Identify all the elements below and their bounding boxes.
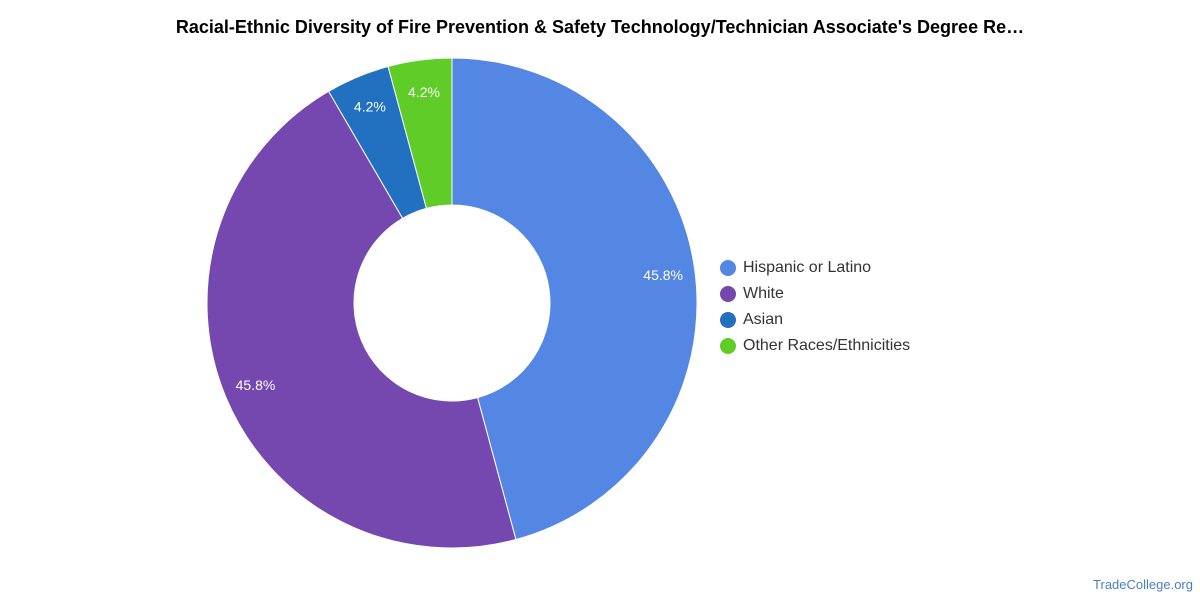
legend-swatch-icon [720, 260, 736, 276]
slice-white[interactable] [206, 90, 517, 549]
legend-label: Other Races/Ethnicities [743, 337, 911, 354]
slice-label-hispanic-or-latino: 45.8% [643, 267, 683, 283]
legend-item-white[interactable]: White [720, 281, 910, 307]
legend-item-hispanic-or-latino[interactable]: Hispanic or Latino [720, 255, 910, 281]
chart-title: Racial-Ethnic Diversity of Fire Preventi… [175, 17, 1025, 37]
slice-hispanic-or-latino[interactable] [451, 57, 698, 541]
legend-item-other-races-ethnicities[interactable]: Other Races/Ethnicities [720, 333, 910, 359]
chart-legend: Hispanic or Latino White Asian Other Races/… [720, 255, 910, 359]
watermark-link[interactable]: TradeCollege.org [1093, 577, 1193, 592]
slice-label-asian: 4.2% [354, 98, 386, 114]
slices-group [206, 57, 698, 549]
legend-label: Hispanic or Latino [743, 259, 872, 276]
legend-label: White [743, 285, 784, 302]
legend-label: Asian [743, 311, 784, 328]
legend-item-asian[interactable]: Asian [720, 307, 910, 333]
slice-label-white: 45.8% [236, 377, 276, 393]
legend-swatch-icon [720, 312, 736, 328]
slice-labels-group: 45.8% 45.8% 4.2% 4.2% [236, 84, 683, 393]
slice-other-races-ethnicities[interactable] [387, 57, 453, 210]
slice-label-other-races-ethnicities: 4.2% [408, 84, 440, 100]
legend-swatch-icon [720, 286, 736, 302]
legend-swatch-icon [720, 338, 736, 354]
